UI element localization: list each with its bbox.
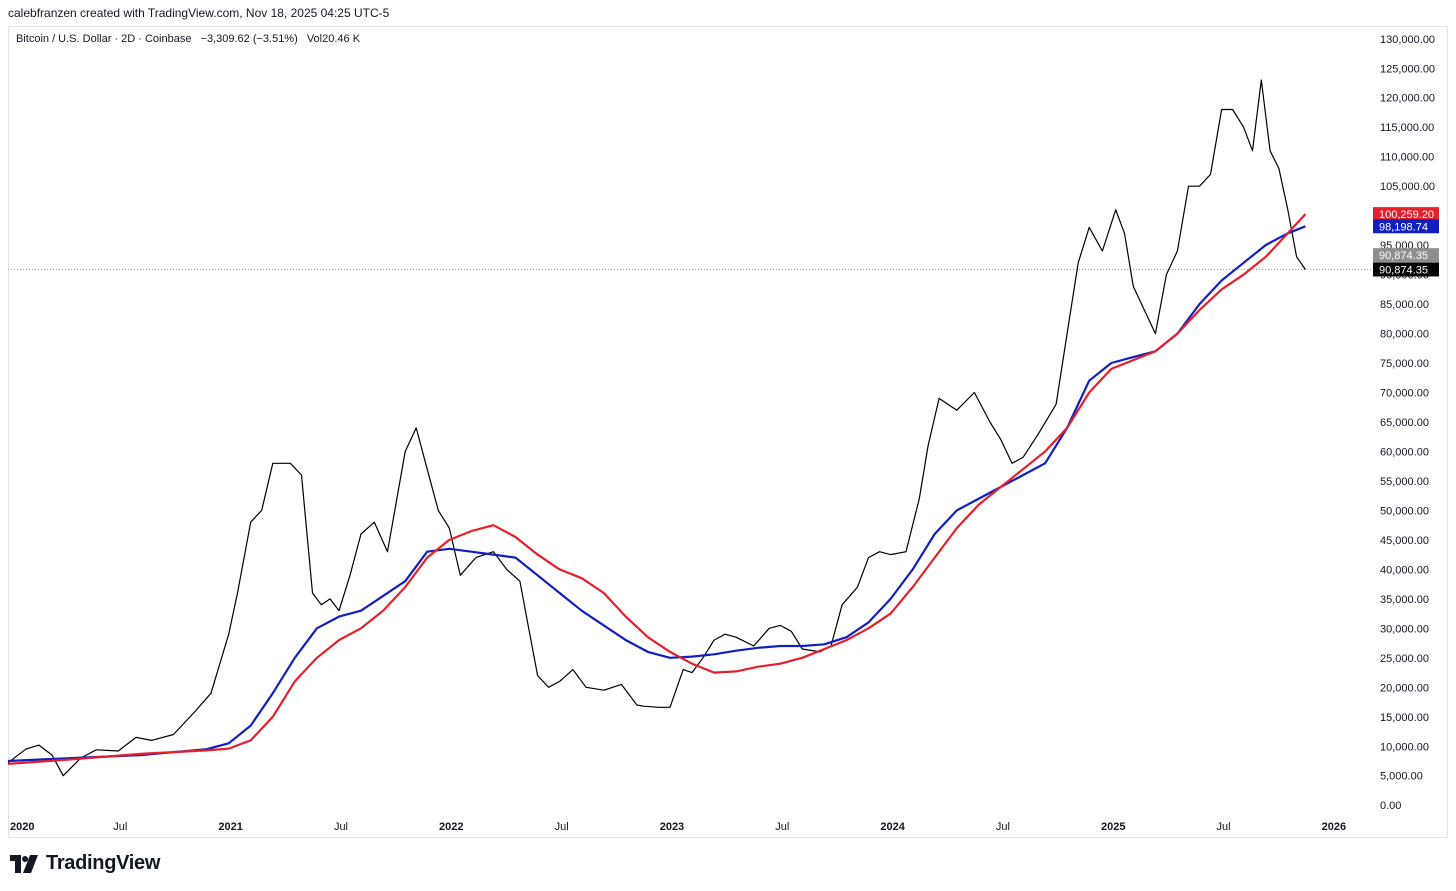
blue-ma-price-badge <box>1373 219 1439 234</box>
x-tick-label: 2025 <box>1101 821 1125 833</box>
volume-label: Vol20.46 K <box>306 33 361 45</box>
y-tick-label: 20,000.00 <box>1380 682 1429 694</box>
x-tick-label: 2026 <box>1322 821 1346 833</box>
symbol-label[interactable]: Bitcoin / U.S. Dollar · 2D · Coinbase <box>16 33 192 45</box>
y-tick-label: 75,000.00 <box>1380 358 1429 370</box>
x-tick-label: 2023 <box>660 821 684 833</box>
y-tick-label: 10,000.00 <box>1380 741 1429 753</box>
x-tick-label: 2021 <box>218 821 242 833</box>
blue-ma-line <box>7 225 1306 763</box>
y-tick-label: 70,000.00 <box>1380 388 1429 400</box>
y-tick-label: 5,000.00 <box>1380 771 1423 783</box>
y-tick-label: 110,000.00 <box>1380 152 1434 164</box>
last-price-badge-text: 90,874.35 <box>1379 250 1428 262</box>
tradingview-logo-icon <box>10 854 38 873</box>
blue-ma-price-badge-text: 98,198.74 <box>1379 221 1428 233</box>
y-tick-label: 55,000.00 <box>1380 476 1429 488</box>
y-tick-label: 105,000.00 <box>1380 181 1435 193</box>
y-tick-label: 85,000.00 <box>1380 299 1429 311</box>
symbol-legend: Bitcoin / U.S. Dollar · 2D · Coinbase −3… <box>16 33 366 45</box>
y-tick-label: 120,000.00 <box>1380 93 1435 105</box>
y-tick-label: 45,000.00 <box>1380 535 1429 547</box>
x-tick-label: Jul <box>113 821 127 833</box>
y-tick-label: 30,000.00 <box>1380 623 1429 635</box>
y-tick-label: 40,000.00 <box>1380 564 1429 576</box>
y-tick-label: 60,000.00 <box>1380 446 1429 458</box>
x-tick-label: 2024 <box>880 821 905 833</box>
x-tick-label: Jul <box>334 821 348 833</box>
x-tick-label: Jul <box>775 821 789 833</box>
y-tick-label: 50,000.00 <box>1380 505 1429 517</box>
current-price-badge-text: 90,874.35 <box>1379 264 1428 276</box>
attribution-text: calebfranzen created with TradingView.co… <box>8 6 390 20</box>
y-tick-label: 15,000.00 <box>1380 712 1429 724</box>
chart-frame <box>8 26 1448 838</box>
x-tick-label: Jul <box>1217 821 1231 833</box>
y-tick-label: 25,000.00 <box>1380 653 1429 665</box>
y-tick-label: 115,000.00 <box>1380 122 1434 134</box>
y-tick-label: 0.00 <box>1380 800 1401 812</box>
x-tick-label: 2020 <box>10 821 34 833</box>
x-tick-label: Jul <box>555 821 569 833</box>
y-tick-label: 130,000.00 <box>1380 34 1435 46</box>
last-price-badge <box>1373 248 1439 263</box>
red-ma-price-badge-text: 100,259.20 <box>1379 209 1434 221</box>
tradingview-logo[interactable]: TradingView <box>10 852 160 875</box>
red-ma-price-badge <box>1373 207 1439 222</box>
price-change: −3,309.62 (−3.51%) <box>200 33 298 45</box>
y-tick-label: 65,000.00 <box>1380 417 1429 429</box>
y-tick-label: 35,000.00 <box>1380 594 1429 606</box>
current-price-badge <box>1373 262 1439 277</box>
x-tick-label: Jul <box>996 821 1010 833</box>
red-ma-line <box>7 213 1307 765</box>
tradingview-logo-text: TradingView <box>46 852 161 874</box>
y-tick-label: 125,000.00 <box>1380 63 1435 75</box>
x-tick-label: 2022 <box>439 821 463 833</box>
y-tick-label: 80,000.00 <box>1380 329 1429 341</box>
price-series-line <box>7 79 1306 777</box>
